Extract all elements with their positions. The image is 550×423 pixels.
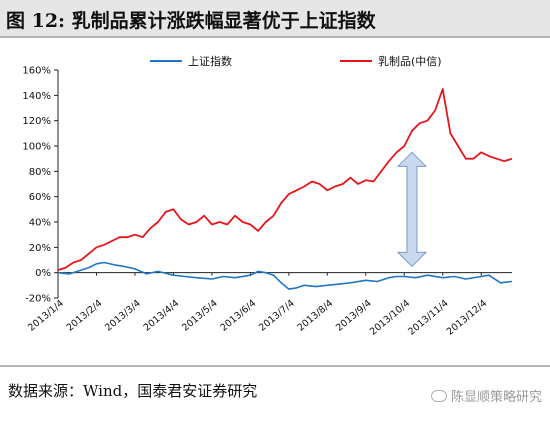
x-tick-label: 2013/10/4 bbox=[368, 298, 412, 338]
x-tick-label: 2013/2/4 bbox=[65, 298, 105, 334]
x-tick-label: 2013/3/4 bbox=[103, 298, 143, 334]
line-chart: 上证指数 乳制品(中信) -20% 0% 20% 40% 60% 80% 100% 120% 14… bbox=[22, 54, 513, 338]
x-tick-label: 2013/12/4 bbox=[445, 298, 489, 338]
y-tick-label: 160% bbox=[22, 66, 51, 77]
watermark: 陈显顺策略研究 bbox=[430, 386, 542, 405]
x-tick-label: 2013/8/4 bbox=[295, 298, 335, 334]
x-tick-label: 2013/7/4 bbox=[257, 298, 297, 334]
y-axis: -20% 0% 20% 40% 60% 80% 100% 120% 140% 160% bbox=[22, 66, 59, 305]
double-arrow-shape bbox=[396, 151, 428, 268]
x-tick-label: 2013/5/4 bbox=[180, 298, 220, 334]
wechat-icon bbox=[430, 390, 447, 402]
legend-label: 上证指数 bbox=[188, 54, 232, 68]
x-tick-label: 2013/11/4 bbox=[406, 298, 450, 338]
footer-divider bbox=[0, 365, 550, 367]
y-tick-label: 100% bbox=[22, 142, 51, 153]
annotation-arrow bbox=[396, 151, 428, 268]
x-tick-label: 2013/4/4 bbox=[142, 298, 182, 334]
y-tick-label: 80% bbox=[29, 167, 51, 178]
x-tick-label: 2013/6/4 bbox=[219, 298, 259, 334]
y-tick-label: 140% bbox=[22, 91, 51, 102]
watermark-text: 陈显顺策略研究 bbox=[450, 390, 542, 405]
series-lines bbox=[57, 88, 513, 290]
title-bar: 图 12: 乳制品累计涨跌幅显著优于上证指数 bbox=[0, 0, 550, 38]
chart-legend: 上证指数 乳制品(中信) bbox=[150, 54, 442, 68]
x-axis: 2013/1/42013/2/42013/3/42013/4/42013/5/4… bbox=[26, 272, 512, 338]
y-tick-label: 120% bbox=[22, 116, 51, 127]
figure-title: 图 12: 乳制品累计涨跌幅显著优于上证指数 bbox=[6, 10, 376, 32]
series-line-dairy bbox=[57, 88, 513, 271]
legend-label: 乳制品(中信) bbox=[378, 55, 442, 68]
y-tick-label: 60% bbox=[29, 192, 51, 203]
y-tick-label: -20% bbox=[25, 294, 51, 305]
y-tick-label: 40% bbox=[29, 218, 51, 229]
source-note: 数据来源：Wind，国泰君安证券研究 bbox=[8, 382, 258, 400]
y-tick-label: 0% bbox=[35, 268, 51, 279]
series-line-shanghai-index bbox=[57, 261, 513, 290]
y-tick-label: 20% bbox=[29, 243, 51, 254]
